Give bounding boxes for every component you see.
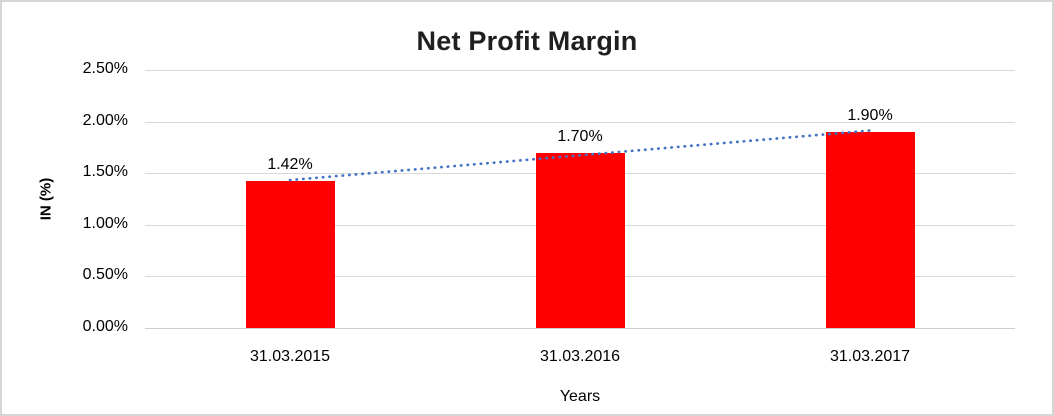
x-tick-label: 31.03.2015 [249, 348, 331, 365]
y-tick-label: 1.00% [82, 214, 128, 232]
bar-value-label: 1.90% [847, 106, 893, 124]
gridline [145, 70, 1015, 71]
x-tick-label: 31.03.2016 [539, 348, 621, 365]
bar-31.03.2017 [825, 131, 915, 328]
chart-title: Net Profit Margin [416, 26, 638, 56]
gridline [145, 121, 1015, 123]
x-tick-label: 31.03.2017 [829, 348, 911, 365]
y-tick-label: 1.50% [82, 163, 128, 181]
gridline [145, 328, 1015, 329]
bar-value-label: 1.42% [267, 156, 313, 174]
bar-31.03.2015 [245, 181, 335, 328]
bar-31.03.2016 [535, 152, 625, 328]
y-tick-label: 2.50% [82, 60, 128, 77]
y-tick-label: 0.00% [82, 318, 128, 335]
x-axis-title: Years [559, 388, 601, 405]
y-tick-label: 2.00% [82, 111, 128, 129]
y-tick-label: 0.50% [82, 266, 128, 284]
bar-value-label: 1.70% [557, 127, 603, 145]
